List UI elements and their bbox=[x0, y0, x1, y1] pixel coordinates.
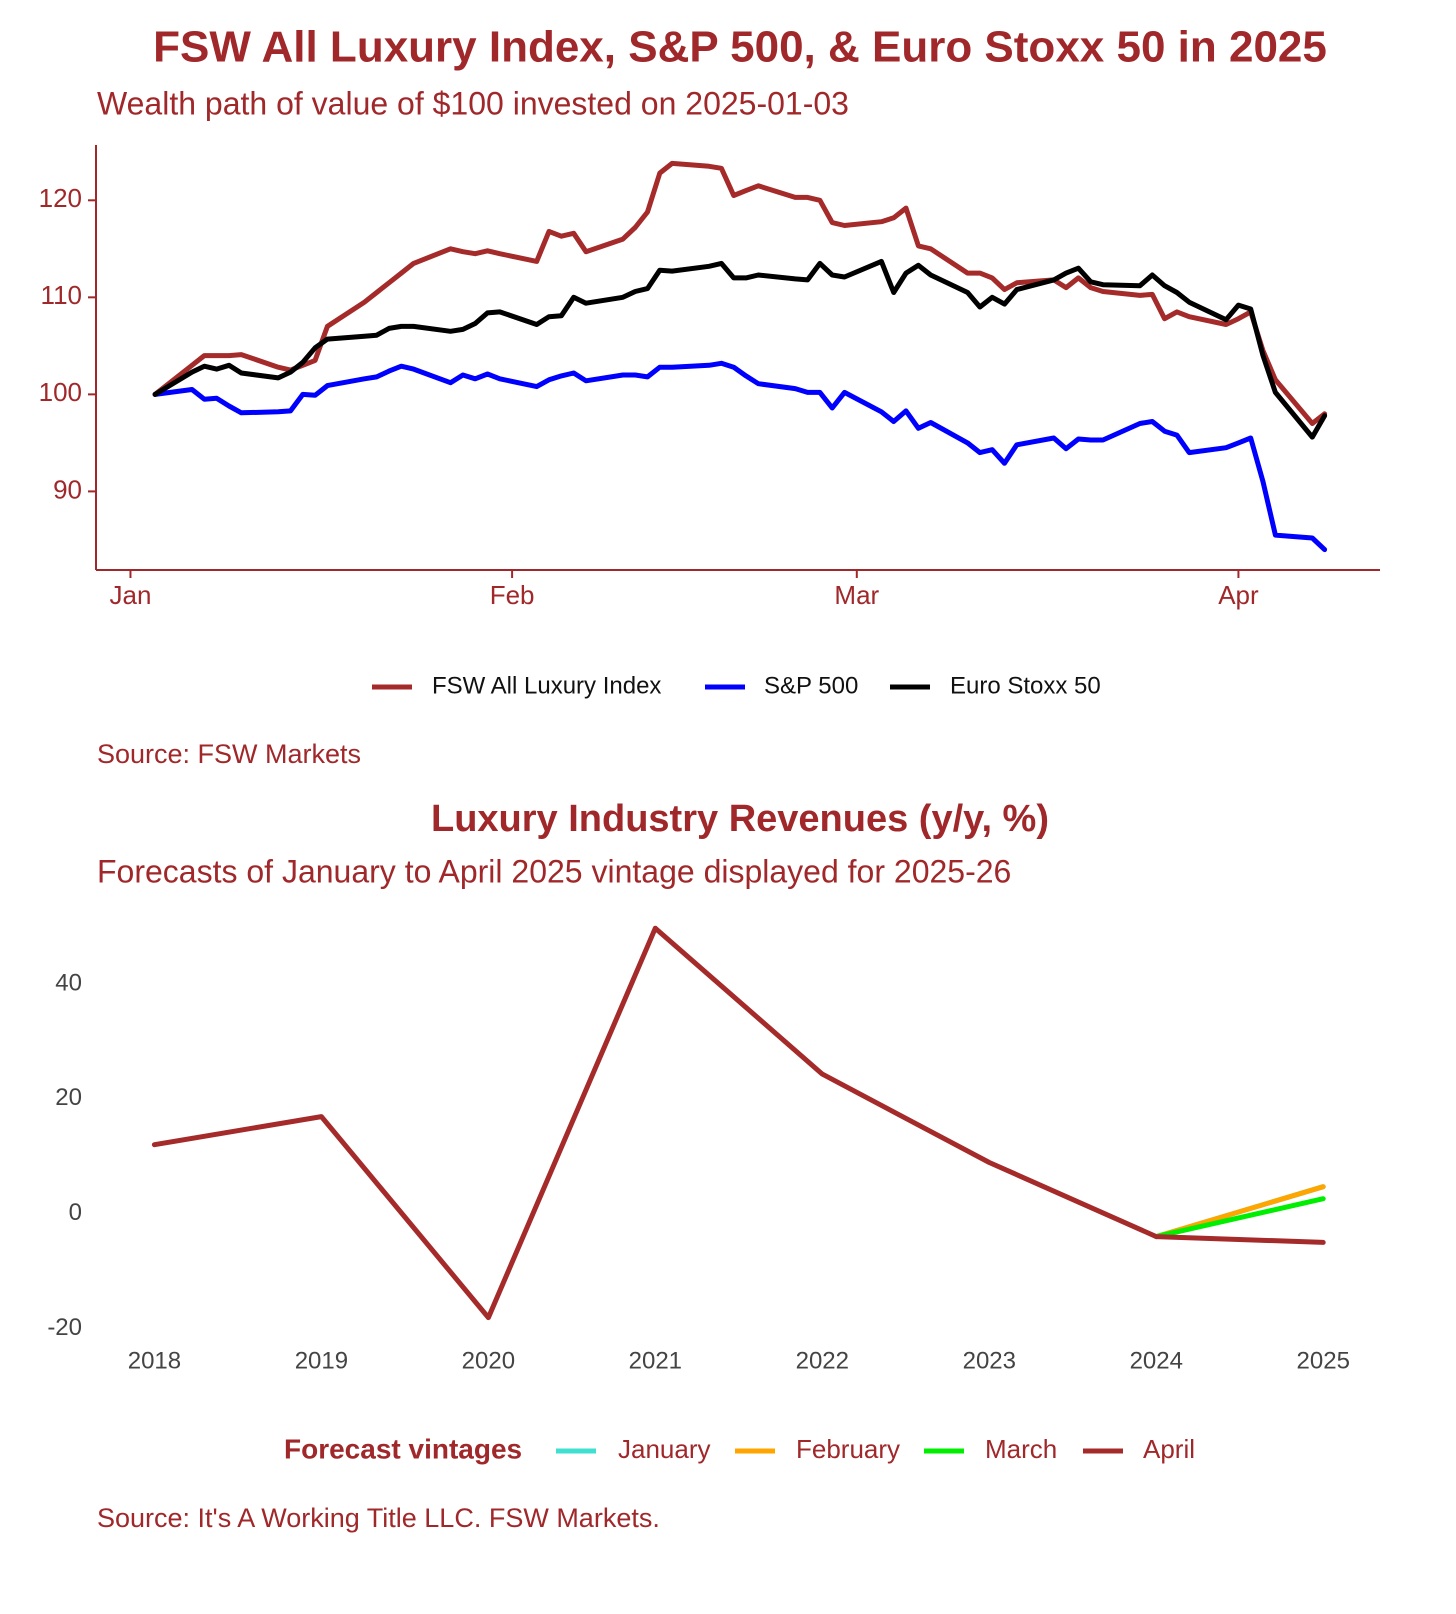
y-tick-label: 90 bbox=[53, 474, 82, 504]
legend-label: FSW All Luxury Index bbox=[432, 672, 661, 699]
series-line bbox=[152, 160, 1328, 426]
chart-caption: Source: FSW Markets bbox=[97, 739, 361, 769]
x-tick-label: Mar bbox=[834, 580, 879, 610]
x-tick-label: Feb bbox=[490, 580, 535, 610]
legend-label: April bbox=[1143, 1434, 1195, 1464]
x-tick-label: 2018 bbox=[128, 1347, 181, 1374]
series-line bbox=[1153, 1196, 1326, 1240]
chart-subtitle: Forecasts of January to April 2025 vinta… bbox=[97, 853, 1011, 889]
chart-subtitle: Wealth path of value of $100 invested on… bbox=[97, 85, 849, 121]
x-tick-label: 2021 bbox=[629, 1347, 682, 1374]
y-tick-label: 100 bbox=[39, 377, 82, 407]
chart-title: Luxury Industry Revenues (y/y, %) bbox=[431, 798, 1049, 840]
y-tick-label: 120 bbox=[39, 183, 82, 213]
chart-title: FSW All Luxury Index, S&P 500, & Euro St… bbox=[153, 23, 1327, 72]
x-tick-label: Jan bbox=[110, 580, 152, 610]
x-tick-label: 2019 bbox=[295, 1347, 348, 1374]
y-tick-label: -20 bbox=[47, 1314, 82, 1341]
y-tick-label: 0 bbox=[69, 1199, 82, 1226]
legend-label: March bbox=[985, 1434, 1057, 1464]
series-line bbox=[152, 258, 1328, 440]
legend-label: January bbox=[618, 1434, 711, 1464]
chart-caption: Source: It's A Working Title LLC. FSW Ma… bbox=[97, 1503, 660, 1533]
y-tick-label: 40 bbox=[55, 969, 82, 996]
x-tick-label: 2022 bbox=[796, 1347, 849, 1374]
legend-title: Forecast vintages bbox=[284, 1433, 522, 1464]
legend-label: S&P 500 bbox=[764, 672, 858, 699]
y-tick-label: 110 bbox=[41, 280, 82, 310]
series-line bbox=[151, 925, 1326, 1321]
y-tick-label: 20 bbox=[55, 1084, 82, 1111]
x-tick-label: 2025 bbox=[1297, 1347, 1350, 1374]
x-tick-label: 2023 bbox=[963, 1347, 1016, 1374]
x-tick-label: Apr bbox=[1218, 580, 1259, 610]
legend-label: February bbox=[796, 1434, 900, 1464]
legend-label: Euro Stoxx 50 bbox=[950, 672, 1101, 699]
x-tick-label: 2024 bbox=[1130, 1347, 1183, 1374]
x-tick-label: 2020 bbox=[462, 1347, 515, 1374]
series-line bbox=[152, 360, 1328, 553]
